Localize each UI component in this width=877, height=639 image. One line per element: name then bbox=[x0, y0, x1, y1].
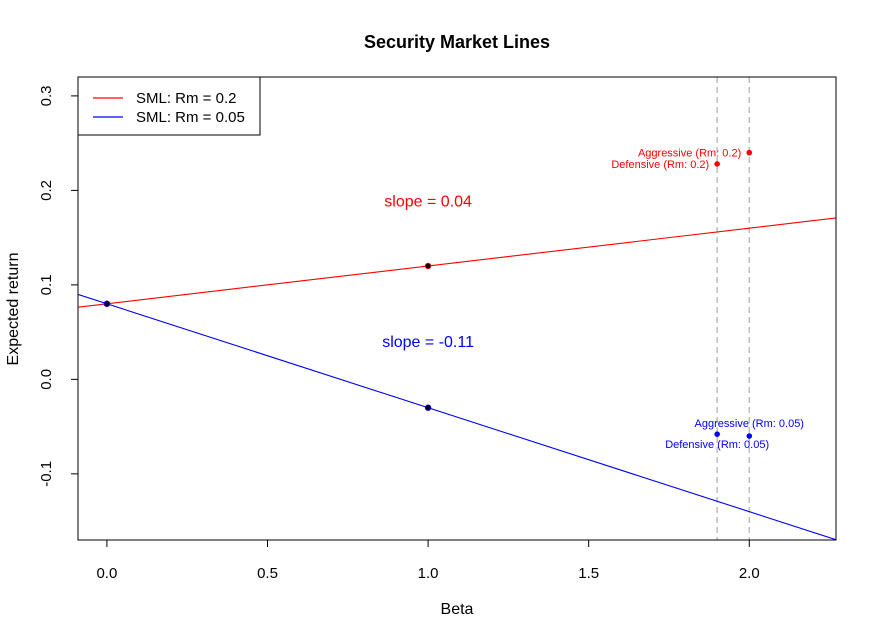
y-axis: -0.1 0.0 0.1 0.2 0.3 bbox=[38, 85, 79, 487]
legend-label-1: SML: Rm = 0.05 bbox=[136, 109, 245, 126]
x-tick-label-3: 1.5 bbox=[578, 565, 599, 582]
slope-annotation-1: slope = -0.11 bbox=[382, 334, 474, 351]
slope-annotation-0: slope = 0.04 bbox=[384, 193, 472, 210]
sml-point-1-0 bbox=[103, 300, 111, 307]
x-axis: 0.0 0.5 1.0 1.5 2.0 bbox=[96, 539, 760, 582]
x-tick-label-0: 0.0 bbox=[96, 565, 117, 582]
plot-area: slope = 0.04 slope = -0.11 Aggressive (Rm:… bbox=[78, 77, 836, 540]
stock-point-3 bbox=[714, 431, 720, 437]
y-axis-label: Expected return bbox=[5, 253, 22, 366]
stock-label-3: Defensive (Rm: 0.05) bbox=[665, 439, 769, 451]
legend: SML: Rm = 0.2 SML: Rm = 0.05 bbox=[77, 76, 261, 136]
stock-point-0 bbox=[746, 149, 753, 156]
stock-point-2 bbox=[746, 433, 753, 439]
stock-label-2: Aggressive (Rm: 0.05) bbox=[695, 418, 804, 430]
chart-title: Security Market Lines bbox=[364, 32, 550, 52]
x-axis-label: Beta bbox=[441, 601, 474, 618]
y-tick-label-3: 0.2 bbox=[38, 180, 55, 201]
x-tick-label-4: 2.0 bbox=[739, 565, 760, 582]
plot-content: slope = 0.04 slope = -0.11 Aggressive (Rm:… bbox=[78, 77, 836, 540]
sml-point-1-1 bbox=[424, 404, 432, 411]
sml-point-0-1 bbox=[424, 262, 432, 270]
sml-line-0 bbox=[78, 217, 836, 308]
x-tick-label-2: 1.0 bbox=[418, 565, 439, 582]
y-tick-label-2: 0.1 bbox=[38, 274, 55, 295]
y-tick-label-0: -0.1 bbox=[38, 461, 55, 487]
plot-frame bbox=[77, 76, 837, 541]
y-tick-label-1: 0.0 bbox=[38, 369, 55, 390]
stock-label-1: Defensive (Rm: 0.2) bbox=[611, 159, 709, 171]
stock-point-1 bbox=[714, 161, 720, 167]
legend-box bbox=[77, 76, 261, 136]
y-tick-label-4: 0.3 bbox=[38, 85, 55, 106]
x-tick-label-1: 0.5 bbox=[257, 565, 278, 582]
stock-label-0: Aggressive (Rm: 0.2) bbox=[638, 148, 741, 160]
sml-line-1 bbox=[78, 293, 836, 540]
legend-label-0: SML: Rm = 0.2 bbox=[136, 90, 236, 107]
